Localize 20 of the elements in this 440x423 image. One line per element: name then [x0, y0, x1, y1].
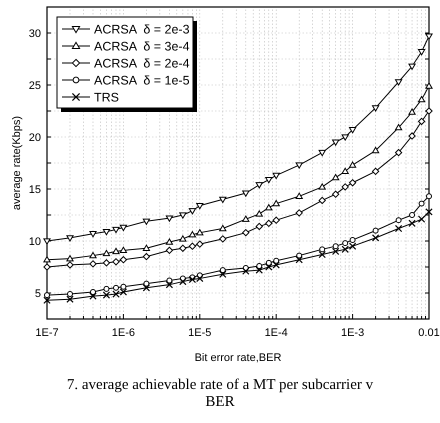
x-tick-label: 1E-6 — [112, 327, 136, 339]
y-tick-label: 30 — [28, 28, 41, 40]
legend-label: ACRSA δ = 2e-4 — [94, 56, 190, 70]
x-tick-label: 1E-5 — [188, 327, 212, 339]
x-tick-label: 1E-7 — [35, 327, 59, 339]
x-tick-label: 1E-4 — [264, 327, 288, 339]
y-tick-label: 10 — [28, 236, 41, 248]
legend-label: ACRSA δ = 1e-5 — [94, 74, 190, 88]
y-tick-label: 15 — [28, 184, 41, 196]
x-tick-label: 0.01 — [418, 327, 440, 339]
y-axis-title: average rate(Kbps) — [11, 116, 23, 210]
legend-label: ACRSA δ = 2e-3 — [94, 22, 190, 36]
legend-label: ACRSA δ = 3e-4 — [94, 40, 190, 54]
y-tick-label: 20 — [28, 132, 41, 144]
legend-label: TRS — [94, 90, 119, 104]
y-tick-label: 5 — [34, 288, 41, 300]
x-axis-title: Bit error rate,BER — [194, 352, 282, 364]
y-tick-label: 25 — [28, 80, 41, 92]
x-tick-label: 1E-3 — [340, 327, 364, 339]
text: 7. average achievable rate of a MT per subcarrier v BER — [66, 377, 374, 410]
